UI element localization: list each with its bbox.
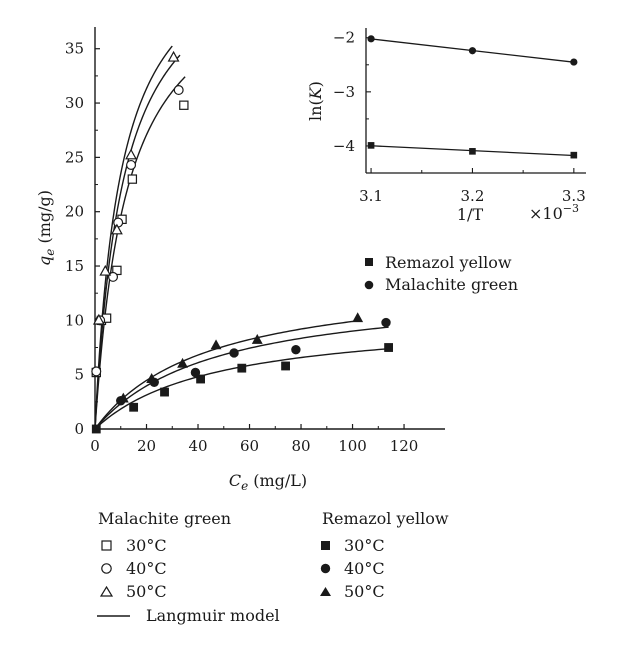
main-y-tick-label: 5 bbox=[74, 366, 84, 384]
main-x-tick-label: 40 bbox=[188, 437, 207, 455]
data-point-circle-open bbox=[126, 159, 137, 170]
data-point-circle-filled bbox=[291, 344, 301, 355]
legend-open-triangle-marker bbox=[99, 585, 114, 597]
legend-filled-triangle-marker bbox=[320, 587, 331, 596]
legend-malachite-40: 40°C bbox=[126, 559, 167, 578]
inset-x-tick-label: 3.2 bbox=[461, 187, 485, 205]
inset-x-tick-label: 3.1 bbox=[359, 187, 383, 205]
inset-plot: 3.1 3.2 3.3 −2 −3 −4 1/T ×10−3 ln(K) Remazol … bbox=[306, 28, 586, 294]
langmuir-fit-curve-5 bbox=[94, 326, 389, 430]
inset-y-tick-label: −3 bbox=[333, 83, 355, 101]
inset-legend-malachite: Malachite green bbox=[385, 275, 518, 294]
data-point-triangle-filled bbox=[352, 312, 364, 323]
inset-data-points bbox=[367, 35, 578, 159]
main-y-tick-label: 20 bbox=[65, 203, 84, 221]
data-point-square-filled bbox=[384, 343, 393, 352]
data-point-square-filled bbox=[237, 363, 247, 373]
data-point-circle-filled bbox=[190, 367, 201, 378]
inset-point-square-filled bbox=[570, 151, 578, 159]
inset-point-square-filled bbox=[367, 142, 375, 149]
inset-legend-circle-marker bbox=[364, 280, 374, 290]
legend-remazol-30: 30°C bbox=[344, 536, 385, 555]
main-x-tick-label: 60 bbox=[240, 437, 259, 455]
data-point-triangle-open bbox=[99, 264, 112, 276]
bottom-legend: Malachite green Remazol yellow 30°C 40°C… bbox=[97, 509, 449, 625]
main-x-tick-label: 80 bbox=[291, 437, 310, 455]
main-x-tick-label: 20 bbox=[137, 437, 156, 455]
main-y-tick-label: 30 bbox=[65, 94, 84, 112]
data-point-square-filled bbox=[160, 387, 169, 397]
langmuir-fit-curve-3 bbox=[94, 45, 173, 430]
inset-y-axis-label: ln(K) bbox=[306, 81, 325, 121]
legend-remazol-50: 50°C bbox=[344, 582, 385, 601]
langmuir-fit-curve-2 bbox=[94, 54, 181, 430]
langmuir-fit-curve-4 bbox=[94, 347, 392, 430]
inset-ticks: 3.1 3.2 3.3 −2 −3 −4 bbox=[333, 29, 586, 205]
data-point-circle-filled bbox=[381, 317, 391, 328]
data-point-triangle-filled bbox=[251, 333, 263, 344]
inset-point-square-filled bbox=[469, 148, 476, 155]
main-y-tick-label: 10 bbox=[65, 311, 84, 329]
inset-legend: Remazol yellow Malachite green bbox=[364, 253, 518, 294]
data-point-square-filled bbox=[91, 424, 101, 434]
langmuir-fit-curves bbox=[94, 45, 392, 430]
data-point-circle-open bbox=[113, 217, 124, 228]
inset-legend-square-marker bbox=[365, 258, 373, 266]
data-point-triangle-open bbox=[167, 50, 180, 62]
inset-x-axis-label: 1/T bbox=[457, 205, 484, 224]
legend-remazol-40: 40°C bbox=[344, 559, 385, 578]
main-y-tick-label: 35 bbox=[65, 40, 84, 58]
data-point-triangle-filled bbox=[146, 373, 158, 383]
legend-malachite-title: Malachite green bbox=[98, 509, 231, 528]
data-point-triangle-open bbox=[110, 223, 123, 235]
langmuir-fit-curve-6 bbox=[94, 319, 361, 430]
main-ticks: 0 20 40 60 80 100 120 0 5 10 15 20 25 30 35 bbox=[65, 40, 418, 455]
inset-x-multiplier: ×10−3 bbox=[529, 202, 579, 223]
main-y-axis-label: qe (mg/g) bbox=[35, 190, 57, 266]
data-point-circle-filled bbox=[229, 348, 239, 358]
legend-malachite-50: 50°C bbox=[126, 582, 167, 601]
main-y-tick-label: 15 bbox=[65, 257, 84, 275]
inset-point-circle-filled bbox=[468, 47, 477, 55]
data-point-square-open bbox=[127, 174, 138, 184]
inset-point-circle-filled bbox=[570, 58, 578, 66]
inset-x-tick-label: 3.3 bbox=[562, 187, 586, 205]
legend-remazol-title: Remazol yellow bbox=[322, 509, 449, 528]
inset-y-tick-label: −4 bbox=[333, 137, 355, 155]
legend-langmuir-model: Langmuir model bbox=[146, 606, 280, 625]
legend-malachite-30: 30°C bbox=[126, 536, 167, 555]
data-point-triangle-filled bbox=[117, 392, 129, 403]
main-data-points bbox=[91, 50, 393, 434]
legend-filled-circle-marker bbox=[320, 563, 331, 574]
data-point-square-filled bbox=[196, 374, 205, 384]
main-x-tick-label: 100 bbox=[338, 437, 367, 455]
inset-y-tick-label: −2 bbox=[333, 29, 355, 47]
data-point-triangle-filled bbox=[177, 357, 188, 368]
main-x-tick-label: 120 bbox=[390, 437, 419, 455]
main-y-tick-label: 0 bbox=[74, 420, 84, 438]
data-point-square-filled bbox=[281, 361, 290, 371]
main-y-tick-label: 25 bbox=[65, 148, 84, 166]
data-point-triangle-open bbox=[125, 148, 137, 160]
inset-point-circle-filled bbox=[367, 35, 375, 43]
legend-open-circle-marker bbox=[101, 563, 112, 574]
legend-open-square-marker bbox=[101, 540, 112, 551]
data-point-circle-open bbox=[173, 85, 184, 96]
data-point-square-open bbox=[179, 100, 189, 110]
data-point-circle-open bbox=[108, 271, 119, 282]
data-point-square-filled bbox=[129, 402, 139, 412]
data-point-triangle-open bbox=[92, 313, 105, 325]
main-x-tick-label: 0 bbox=[90, 437, 100, 455]
main-x-axis-label: Ce (mg/L) bbox=[229, 471, 307, 493]
inset-legend-remazol: Remazol yellow bbox=[385, 253, 512, 272]
legend-filled-square-marker bbox=[321, 541, 330, 550]
data-point-triangle-filled bbox=[210, 339, 222, 350]
data-point-circle-open bbox=[91, 366, 102, 377]
